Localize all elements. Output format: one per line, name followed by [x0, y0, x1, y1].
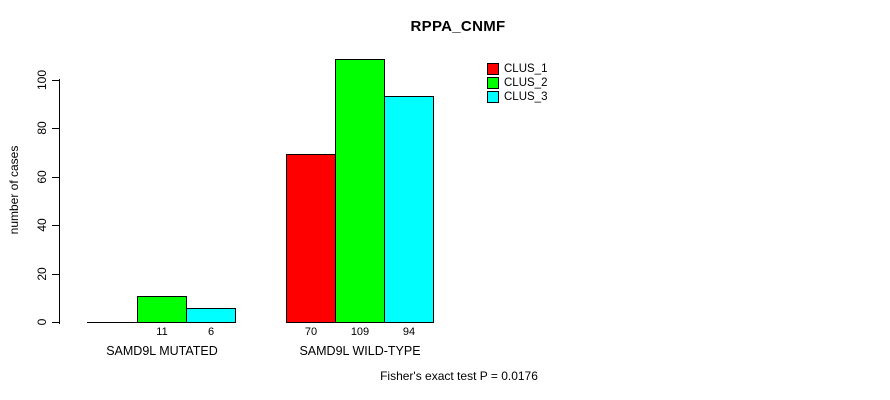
x-category-label: SAMD9L WILD-TYPE [299, 344, 421, 358]
y-tick-label: 80 [35, 121, 49, 135]
bar-clus_2 [137, 296, 187, 323]
bar-value-label: 11 [156, 326, 168, 338]
y-tick [52, 274, 59, 275]
y-tick [52, 322, 59, 323]
legend: CLUS_1 CLUS_2 CLUS_3 [487, 62, 547, 104]
legend-swatch-icon [487, 91, 499, 103]
y-tick [52, 177, 59, 178]
y-tick-label: 60 [35, 170, 49, 184]
legend-row: CLUS_2 [487, 76, 547, 90]
y-tick-label: 100 [35, 69, 49, 91]
bar-clus_1 [286, 154, 336, 323]
bar-value-label: 109 [350, 326, 370, 338]
legend-swatch-icon [487, 63, 499, 75]
y-tick [52, 80, 59, 81]
y-tick [52, 128, 59, 129]
y-tick-label: 0 [35, 318, 49, 326]
bar-clus_2 [335, 59, 385, 323]
bar-value-label: 94 [402, 326, 416, 338]
bar-value-label: 70 [304, 326, 318, 338]
legend-row: CLUS_3 [487, 90, 547, 104]
bar-clus_3 [186, 308, 236, 323]
y-axis-line [59, 79, 60, 324]
legend-swatch-icon [487, 77, 499, 89]
y-axis-title: number of cases [7, 145, 21, 235]
y-tick-label: 20 [35, 267, 49, 281]
legend-row: CLUS_1 [487, 62, 547, 76]
legend-label: CLUS_2 [504, 77, 548, 89]
x-category-label: SAMD9L MUTATED [106, 344, 218, 358]
bar-clus_1 [87, 322, 138, 323]
legend-label: CLUS_3 [504, 91, 548, 103]
bar-value-label: 6 [207, 326, 215, 338]
y-tick-label: 40 [35, 218, 49, 232]
bar-clus_3 [384, 96, 434, 323]
chart-title: RPPA_CNMF [410, 18, 506, 35]
fisher-test-annotation: Fisher's exact test P = 0.0176 [380, 369, 538, 383]
y-tick [52, 225, 59, 226]
legend-label: CLUS_1 [504, 63, 548, 75]
